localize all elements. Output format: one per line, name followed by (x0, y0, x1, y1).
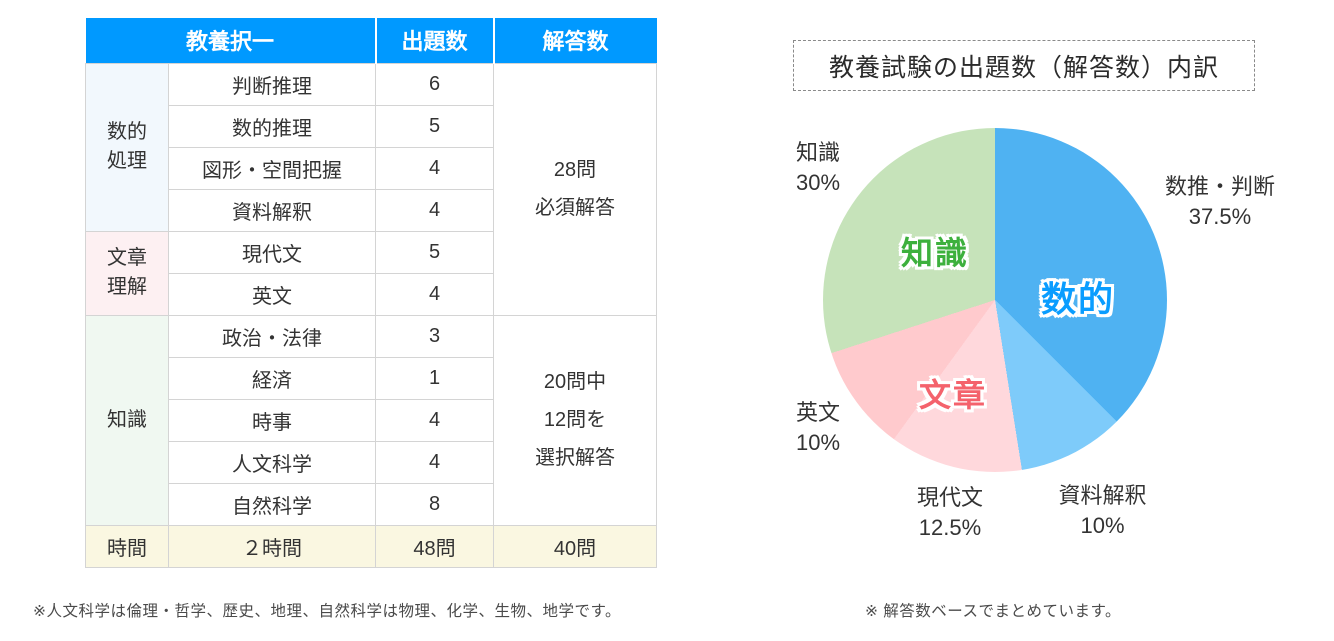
slice-label: 数推・判断 (1164, 174, 1275, 199)
count-cell: 4 (375, 398, 494, 442)
header-cell-answers: 解答数 (492, 18, 657, 63)
subject-cell: 自然科学 (168, 482, 376, 526)
subject-cell: 図形・空間把握 (168, 146, 376, 190)
slice-label: 知識 (796, 140, 841, 165)
footer-questions-cell: 48問 (375, 524, 494, 568)
table-row: 人文科学 4 (86, 440, 657, 484)
group-cell-text: 文章 理解 (85, 230, 169, 316)
subject-cell: 政治・法律 (168, 314, 376, 358)
table-row: 数的 処理 判断推理 6 28問 必須解答 (85, 62, 657, 316)
answer-line: 28問 (553, 159, 597, 181)
answer-line: 必須解答 (535, 197, 615, 219)
count-cell: 8 (375, 482, 494, 526)
slice-percent: 12.5% (918, 515, 982, 541)
subject-cell: 現代文 (168, 230, 376, 274)
slice-label: 英文 (796, 400, 841, 425)
chart-note: ※ 解答数ベースでまとめています。 (865, 603, 1121, 620)
count-cell: 5 (375, 230, 494, 274)
subject-cell: 判断推理 (168, 62, 376, 106)
table-row: 数的推理 5 (86, 104, 657, 148)
group-label-line: 数的 (107, 121, 147, 143)
pie-outer-label-english: 英文 10% (796, 398, 840, 459)
subject-cell: 時事 (168, 398, 376, 442)
slice-percent: 37.5% (1188, 204, 1252, 230)
group-cell-knowledge: 知識 (85, 314, 169, 526)
slice-percent: 10% (796, 430, 841, 456)
slice-label: 現代文 (916, 485, 983, 510)
count-cell: 4 (375, 146, 494, 190)
pie-outer-label-knowledge: 知識 30% (796, 138, 840, 199)
header-cell-main: 教養択一 (85, 18, 376, 63)
count-cell: 3 (375, 314, 494, 358)
group-cell-numeric: 数的 処理 (85, 62, 169, 232)
slice-label: 資料解釈 (1058, 483, 1147, 508)
pie-outer-label-data-interpretation: 資料解釈 10% (1030, 481, 1175, 542)
pie-inner-label-numeric: 数的 (1040, 280, 1116, 320)
count-cell: 4 (375, 272, 494, 316)
group-label-line: 処理 (107, 150, 147, 172)
subject-cell: 資料解釈 (168, 188, 376, 232)
table-row: 経済 1 (86, 356, 657, 400)
pie-chart (823, 128, 1167, 472)
group-label-line: 理解 (107, 276, 147, 298)
pie-outer-label-modern-japanese: 現代文 12.5% (880, 483, 1020, 544)
footer-label-cell: 時間 (85, 524, 169, 568)
pie-outer-label-numeric-judgment: 数推・判断 37.5% (1145, 172, 1295, 233)
footer-row: 時間 ２時間 48問 40問 (85, 524, 657, 568)
count-cell: 1 (375, 356, 494, 400)
table-row: 資料解釈 4 (86, 188, 657, 232)
slice-percent: 30% (796, 170, 841, 196)
table-row: 文章 理解 現代文 5 (85, 230, 657, 316)
chart-title-box: 教養試験の出題数（解答数）内訳 (793, 40, 1255, 91)
subject-cell: 人文科学 (168, 440, 376, 484)
answer-cell-optional: 20問中 12問を 選択解答 (493, 314, 657, 526)
answer-cell-required: 28問 必須解答 (493, 62, 657, 316)
table-row: 英文 4 (86, 272, 657, 316)
table-row: 知識 政治・法律 3 20問中 12問を 選択解答 (85, 314, 657, 526)
table-note: ※人文科学は倫理・哲学、歴史、地理、自然科学は物理、化学、生物、地学です。 (33, 603, 621, 620)
count-cell: 5 (375, 104, 494, 148)
subject-cell: 英文 (168, 272, 376, 316)
group-label-line: 文章 (107, 247, 147, 269)
count-cell: 4 (375, 440, 494, 484)
answer-line: 選択解答 (535, 447, 615, 469)
answer-line: 12問を (543, 409, 607, 431)
footer-duration-cell: ２時間 (168, 524, 376, 568)
group-label-line: 知識 (107, 408, 147, 431)
pie-inner-label-text: 文章 (918, 377, 988, 413)
table-row: 図形・空間把握 4 (86, 146, 657, 190)
footer-answers-cell: 40問 (493, 524, 657, 568)
table-row: 時事 4 (86, 398, 657, 442)
subject-cell: 数的推理 (168, 104, 376, 148)
count-cell: 6 (375, 62, 494, 106)
exam-table: 教養択一 出題数 解答数 数的 処理 判断推理 6 28問 必須解答 数的推理 (85, 18, 657, 568)
pie-inner-label-knowledge: 知識 (900, 235, 970, 271)
header-cell-questions: 出題数 (374, 18, 494, 63)
answer-line: 20問中 (543, 371, 607, 393)
slice-percent: 10% (1080, 513, 1125, 539)
table-header-row: 教養択一 出題数 解答数 (85, 18, 657, 63)
count-cell: 4 (375, 188, 494, 232)
subject-cell: 経済 (168, 356, 376, 400)
